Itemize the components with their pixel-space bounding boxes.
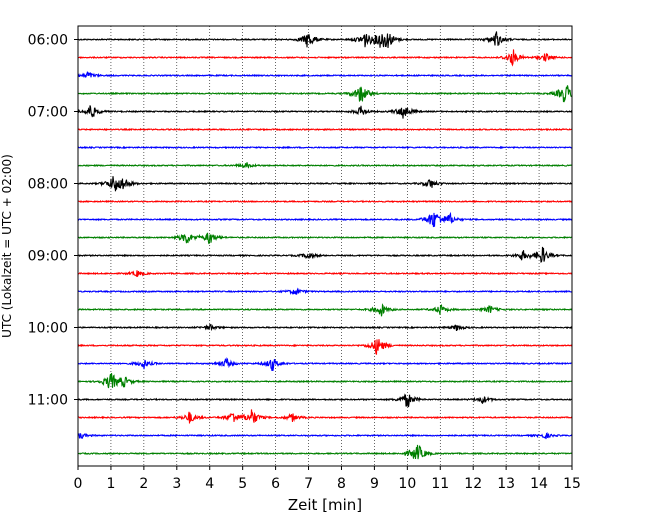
- x-tick-label: 3: [172, 476, 181, 492]
- x-tick-label: 15: [563, 476, 581, 492]
- y-tick-label: 10:00: [28, 321, 68, 337]
- grid-layer: [110, 26, 540, 466]
- seismic-trace: [77, 199, 573, 204]
- y-axis-title: UTC (Lokalzeit = UTC + 02:00): [0, 154, 14, 338]
- x-tick-label: 11: [431, 476, 449, 492]
- seismic-trace: [77, 373, 573, 389]
- y-tick-label: 06:00: [28, 33, 68, 49]
- x-tick-label: 1: [106, 476, 115, 492]
- seismic-trace: [77, 444, 573, 460]
- seismic-trace: [77, 162, 573, 169]
- seismic-trace: [77, 287, 573, 296]
- x-tick-label: 0: [74, 476, 83, 492]
- seismic-trace: [77, 409, 573, 424]
- seismic-trace: [77, 232, 573, 245]
- x-tick-label: 12: [464, 476, 482, 492]
- seismic-trace: [77, 432, 573, 440]
- x-tick-label: 5: [238, 476, 247, 492]
- traces-layer: [77, 31, 573, 460]
- seismic-trace: [77, 105, 573, 119]
- x-tick-label: 10: [398, 476, 416, 492]
- y-tick-label: 11:00: [28, 393, 68, 409]
- seismic-trace: [77, 246, 573, 263]
- plot-frame: [77, 25, 573, 467]
- seismic-trace: [77, 31, 573, 49]
- x-tick-label: 4: [205, 476, 214, 492]
- x-tick-label: 7: [304, 476, 313, 492]
- y-tick-label: 09:00: [28, 249, 68, 265]
- seismic-trace: [77, 49, 573, 67]
- seismic-trace: [77, 85, 573, 103]
- x-axis-title: Zeit [min]: [288, 496, 362, 514]
- x-tick-label: 2: [139, 476, 148, 492]
- seismic-trace: [77, 339, 573, 356]
- seismic-trace: [77, 270, 573, 278]
- axis-layer: 0 1 2 3 4 5 6 7 8 9 10 11 12 13 14 1506:0007:0008:0009:…: [28, 33, 581, 493]
- seismic-trace: [77, 393, 573, 408]
- seismic-trace: [77, 176, 573, 192]
- x-tick-label: 6: [271, 476, 280, 492]
- y-tick-label: 08:00: [28, 177, 68, 193]
- x-tick-label: 9: [370, 476, 379, 492]
- y-tick-label: 07:00: [28, 105, 68, 121]
- seismic-trace: [77, 127, 573, 132]
- seismic-trace: [77, 357, 573, 372]
- x-tick-label: 14: [530, 476, 548, 492]
- seismic-trace: [77, 323, 573, 332]
- seismic-trace: [77, 71, 573, 79]
- seismic-trace: [77, 145, 573, 150]
- x-tick-label: 13: [497, 476, 515, 492]
- x-tick-label: 8: [337, 476, 346, 492]
- seismic-trace: [77, 211, 573, 228]
- seismic-trace: [78, 303, 573, 317]
